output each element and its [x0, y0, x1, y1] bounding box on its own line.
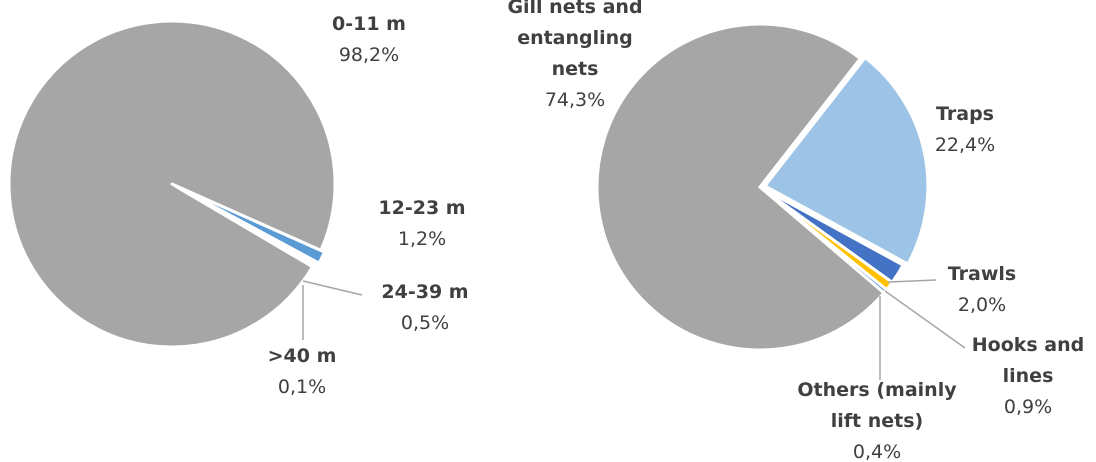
slice-label-12-23-m: 12-23 m — [378, 197, 465, 219]
slice-label-others-mainly-lift-nets-line-1: Others (mainly — [797, 379, 957, 401]
slice-label-hooks-and-lines-line-1: Hooks and — [972, 334, 1085, 356]
slice-label-gill-nets-and-entangling-nets-line-3: nets — [552, 58, 599, 80]
slice-label-gill-nets-and-entangling-nets-line-2: entangling — [517, 27, 633, 49]
slice-label-24-39-m-value: 0,5% — [401, 312, 449, 334]
pie-slice-40-m — [175, 185, 320, 272]
slice-label-others-mainly-lift-nets-value: 0,4% — [853, 441, 901, 462]
slice-label-hooks-and-lines-line-2: lines — [1003, 365, 1054, 387]
pie-chart-fishing-gear — [595, 22, 930, 352]
pie-slice-gill-nets-and-entangling-nets — [595, 22, 886, 352]
slice-labels: 0-11 m 98,2% 12-23 m 1,2% 24-39 m 0,5% >40 m 0,… — [268, 0, 1085, 462]
slice-label-trawls-value: 2,0% — [958, 294, 1006, 316]
slice-label-others-mainly-lift-nets-line-2: lift nets) — [831, 410, 923, 432]
slice-label-40-m: >40 m — [268, 345, 337, 367]
pie-slice-0-11-m — [7, 19, 337, 349]
slice-label-hooks-and-lines-value: 0,9% — [1004, 396, 1052, 418]
slice-label-0-11-m: 0-11 m — [332, 13, 406, 35]
leader-line-24-39-m — [302, 280, 363, 296]
slice-label-0-11-m-value: 98,2% — [339, 44, 399, 66]
slice-label-trawls: Trawls — [948, 263, 1016, 285]
leader-line-hooks-and-lines — [884, 290, 966, 349]
slice-label-traps: Traps — [936, 103, 994, 125]
slice-label-gill-nets-and-entangling-nets-value: 74,3% — [545, 89, 605, 111]
slice-label-traps-value: 22,4% — [935, 134, 995, 156]
slice-label-40-m-value: 0,1% — [278, 376, 326, 398]
pie-slice-traps — [763, 56, 930, 266]
slice-label-24-39-m: 24-39 m — [381, 281, 468, 303]
slice-label-gill-nets-and-entangling-nets-line-1: Gill nets and — [507, 0, 642, 18]
leader-line-trawls — [887, 279, 937, 283]
pie-chart-vessel-length — [7, 19, 337, 349]
slice-label-12-23-m-value: 1,2% — [398, 228, 446, 250]
